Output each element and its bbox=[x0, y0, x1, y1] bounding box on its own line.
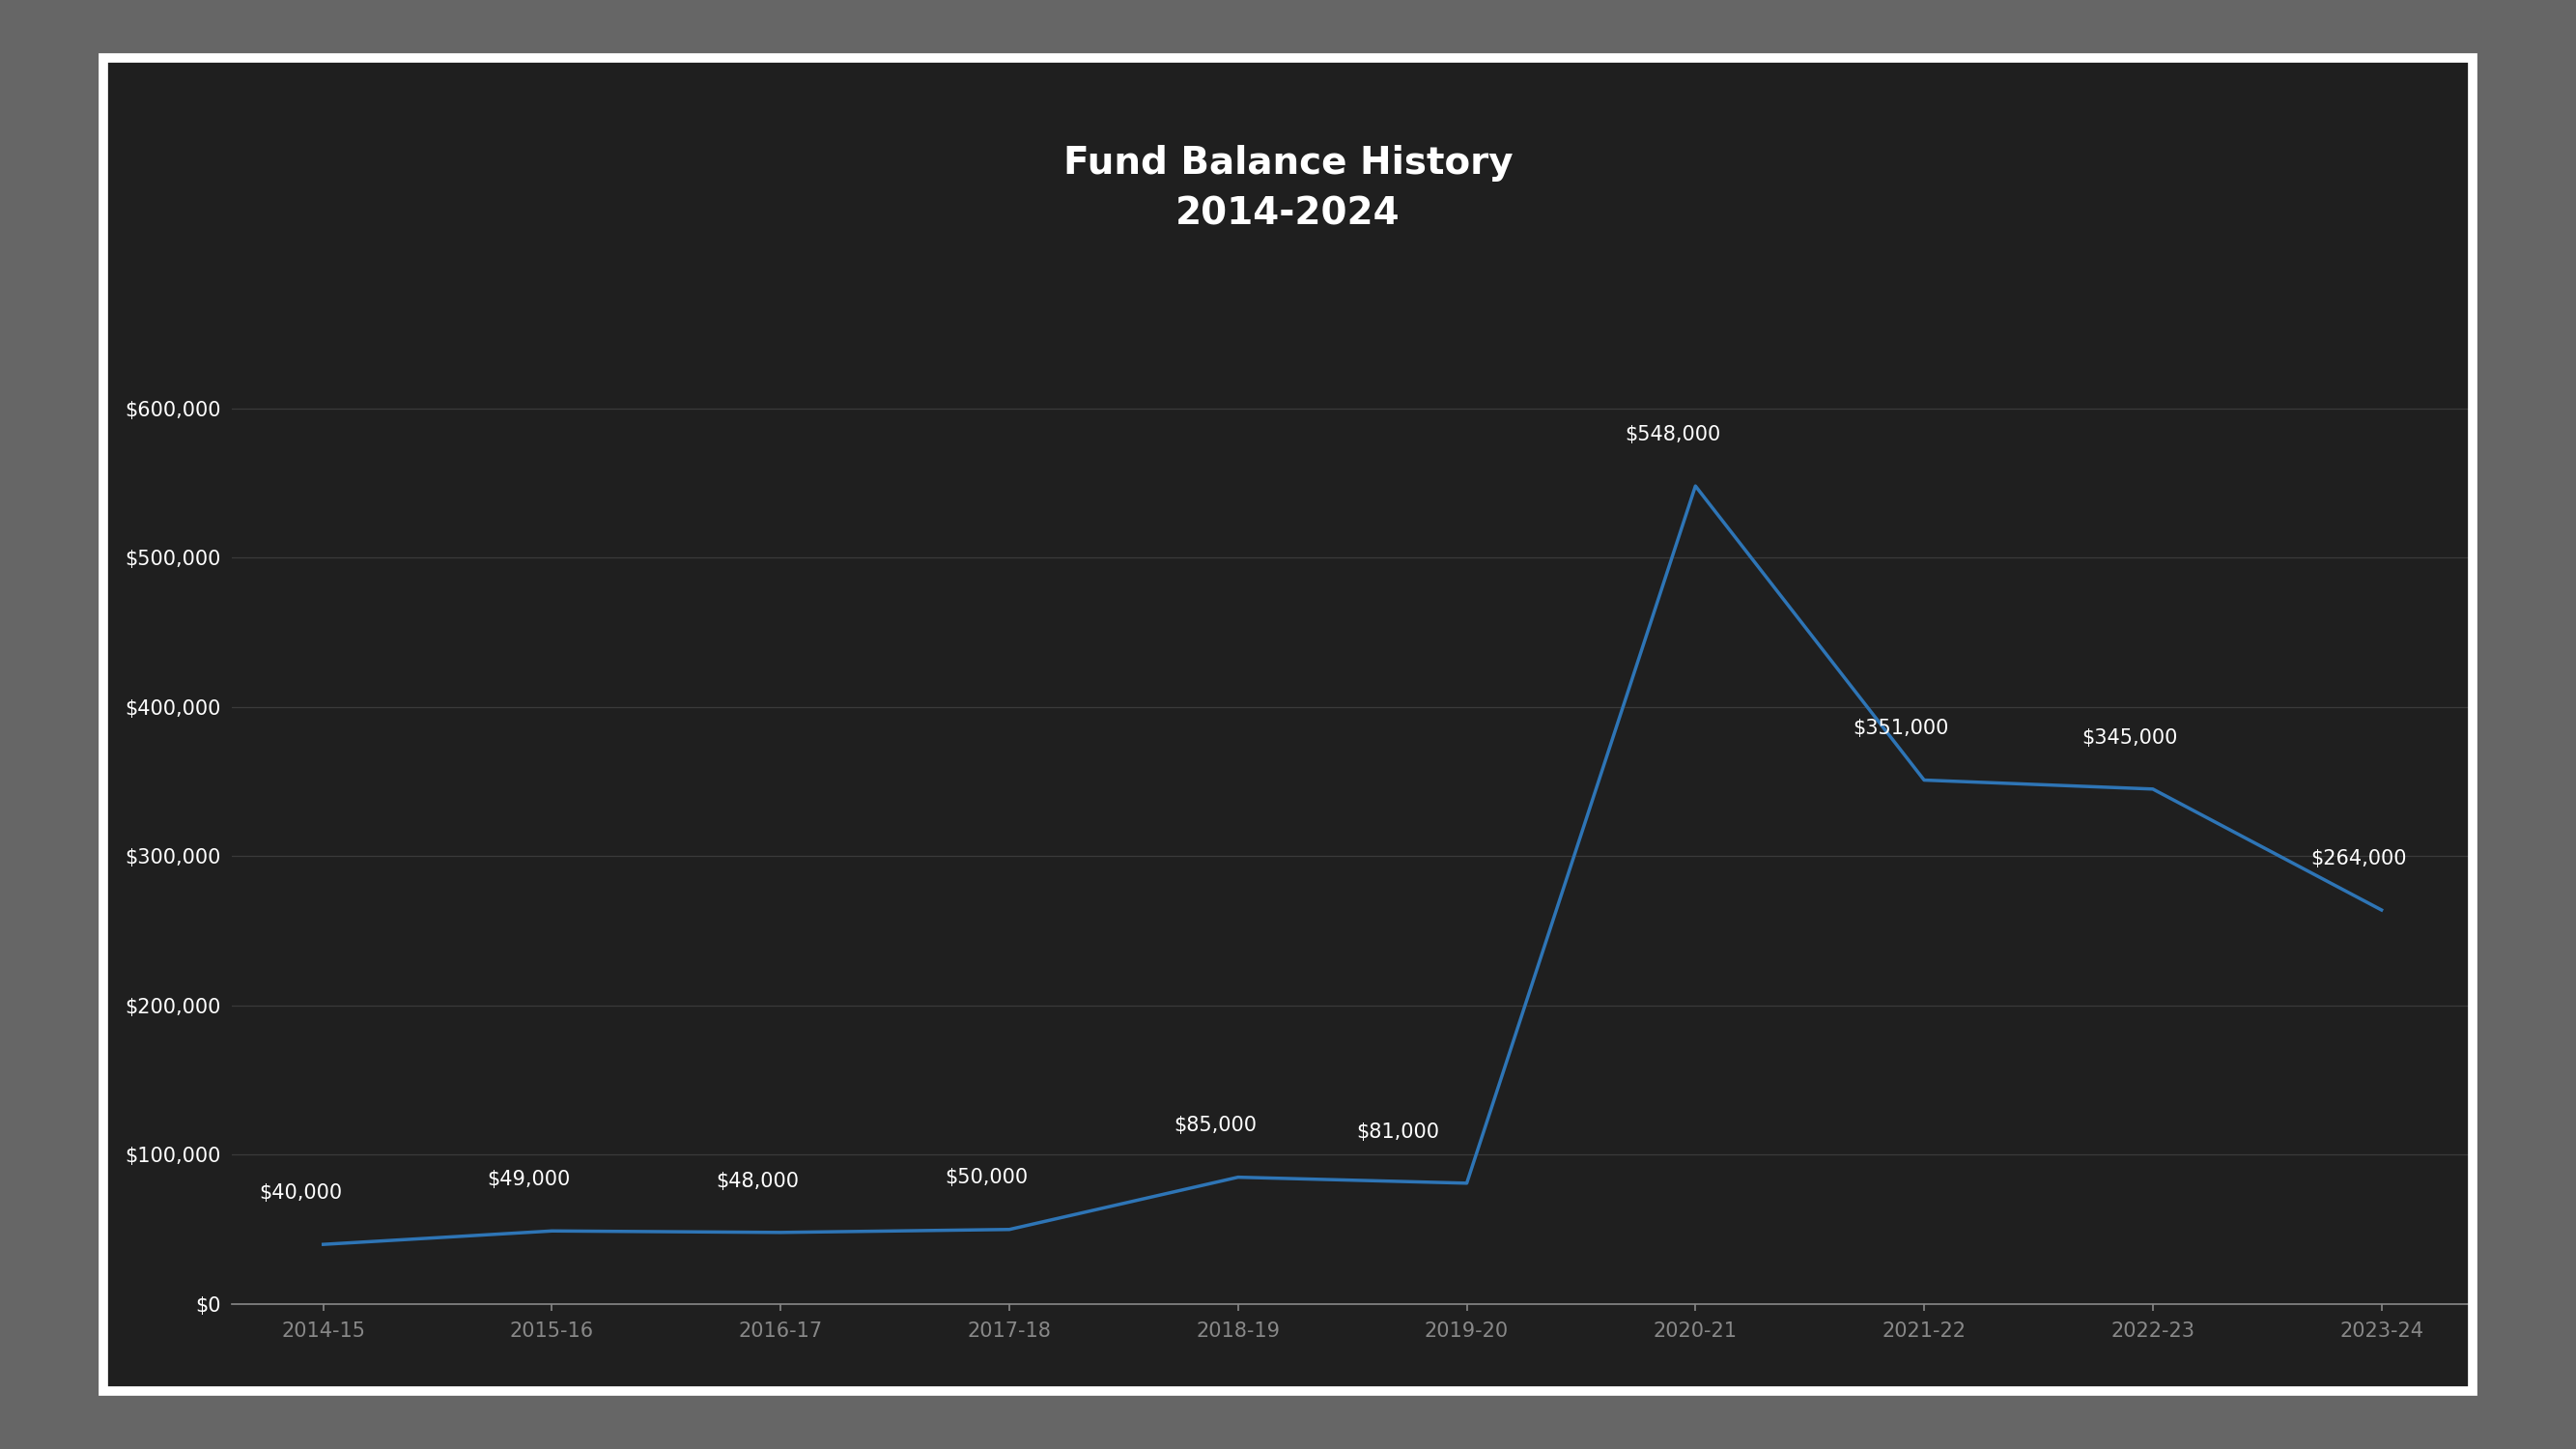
Text: $40,000: $40,000 bbox=[258, 1184, 343, 1203]
Text: $85,000: $85,000 bbox=[1175, 1116, 1257, 1136]
Text: $81,000: $81,000 bbox=[1358, 1122, 1440, 1142]
Text: $548,000: $548,000 bbox=[1625, 425, 1721, 445]
Text: Fund Balance History
2014-2024: Fund Balance History 2014-2024 bbox=[1064, 145, 1512, 232]
Text: $50,000: $50,000 bbox=[945, 1168, 1028, 1188]
Text: $345,000: $345,000 bbox=[2081, 727, 2177, 748]
Text: $48,000: $48,000 bbox=[716, 1171, 799, 1191]
Text: $49,000: $49,000 bbox=[487, 1169, 572, 1190]
Text: $264,000: $264,000 bbox=[2311, 849, 2406, 868]
Text: $351,000: $351,000 bbox=[1852, 719, 1950, 739]
